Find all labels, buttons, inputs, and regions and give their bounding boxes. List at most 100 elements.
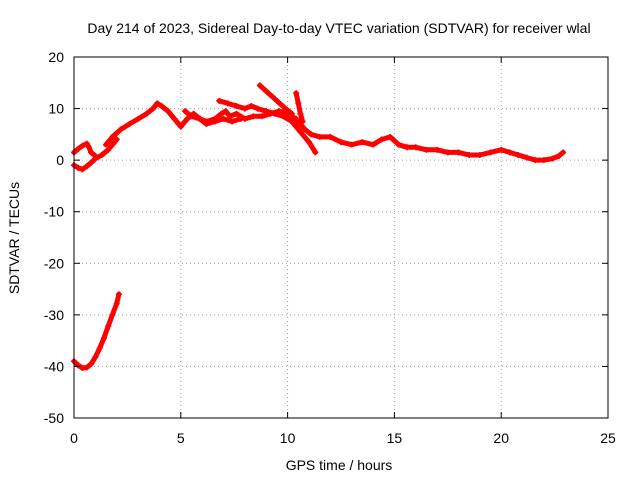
data-point — [293, 115, 300, 122]
data-point — [271, 110, 278, 117]
data-point — [164, 108, 171, 115]
data-point — [109, 141, 116, 148]
data-point — [224, 100, 231, 107]
data-point — [295, 100, 302, 107]
data-point — [250, 113, 257, 120]
data-point — [327, 133, 334, 140]
data-point — [117, 126, 124, 133]
data-point — [103, 141, 110, 148]
data-point — [312, 149, 319, 156]
data-point — [241, 105, 248, 112]
data-point — [359, 139, 366, 146]
data-point — [83, 140, 90, 147]
data-point — [75, 145, 82, 152]
data-point — [288, 118, 295, 125]
data-point — [211, 118, 218, 125]
x-tick-label: 15 — [387, 430, 403, 446]
data-point — [297, 128, 304, 135]
data-point — [560, 149, 567, 156]
y-tick-label: 0 — [56, 152, 64, 168]
data-point — [220, 115, 227, 122]
data-point — [348, 141, 355, 148]
data-point — [515, 151, 522, 158]
data-point — [297, 110, 304, 117]
data-point — [113, 136, 120, 143]
data-point — [338, 139, 344, 146]
y-tick-label: -20 — [44, 255, 64, 271]
data-point — [233, 102, 240, 109]
data-point — [487, 149, 494, 156]
data-point — [88, 360, 95, 367]
data-point — [85, 144, 92, 151]
data-point — [444, 149, 451, 156]
data-point — [308, 131, 315, 138]
data-point — [280, 113, 287, 120]
data-point — [115, 291, 122, 298]
data-point — [150, 105, 157, 112]
data-point — [218, 110, 225, 117]
data-point — [222, 108, 229, 115]
x-tick-label: 5 — [177, 430, 185, 446]
data-point — [370, 141, 377, 148]
data-point — [182, 108, 189, 115]
data-point — [412, 144, 419, 151]
data-point — [229, 118, 236, 125]
y-axis-title: SDTVAR / TECUs — [6, 182, 22, 294]
data-point — [203, 121, 210, 128]
data-point — [263, 108, 270, 115]
data-point — [404, 144, 411, 151]
x-tick-label: 25 — [600, 430, 616, 446]
data-point — [378, 136, 385, 143]
data-point — [154, 100, 161, 107]
data-point — [237, 115, 244, 122]
data-point — [143, 110, 150, 117]
series-line — [103, 100, 566, 163]
data-point — [288, 110, 295, 117]
data-point — [265, 90, 272, 97]
data-point — [555, 153, 562, 160]
data-point — [248, 102, 255, 109]
data-point — [506, 149, 513, 156]
data-point — [466, 151, 473, 158]
data-series — [71, 82, 567, 371]
data-point — [100, 335, 107, 342]
data-point — [423, 146, 430, 153]
x-tick-label: 10 — [280, 430, 296, 446]
plot-frame — [73, 56, 609, 419]
data-point — [79, 142, 86, 149]
data-point — [476, 151, 483, 158]
data-point — [540, 157, 547, 164]
data-point — [88, 159, 95, 166]
data-point — [184, 115, 191, 122]
y-tick-label: -30 — [44, 307, 64, 323]
data-point — [387, 133, 394, 140]
data-point — [301, 126, 308, 133]
data-point — [299, 118, 306, 125]
data-point — [88, 149, 95, 156]
data-point — [273, 97, 280, 104]
data-point — [395, 141, 402, 148]
data-point — [523, 154, 530, 161]
series-line — [71, 137, 120, 172]
data-point — [135, 115, 142, 122]
y-tick-label: 10 — [48, 101, 64, 117]
axis-ticks: 0 5 10 15 20 25 -50 -40 -30 -20 -10 0 10 20 — [44, 49, 616, 446]
data-point — [83, 163, 90, 170]
data-point — [197, 115, 204, 122]
x-axis-title: GPS time / hours — [286, 457, 393, 473]
data-point — [434, 146, 441, 153]
x-tick-label: 0 — [70, 430, 78, 446]
data-point — [98, 151, 105, 158]
y-tick-label: -10 — [44, 204, 64, 220]
data-point — [83, 364, 90, 371]
data-point — [256, 82, 263, 89]
data-point — [113, 300, 120, 307]
data-point — [293, 90, 300, 97]
chart-title: Day 214 of 2023, Sidereal Day-to-day VTE… — [87, 20, 590, 36]
x-tick-label: 20 — [493, 430, 509, 446]
data-point — [316, 133, 323, 140]
data-point — [282, 105, 289, 112]
data-point — [258, 113, 265, 120]
